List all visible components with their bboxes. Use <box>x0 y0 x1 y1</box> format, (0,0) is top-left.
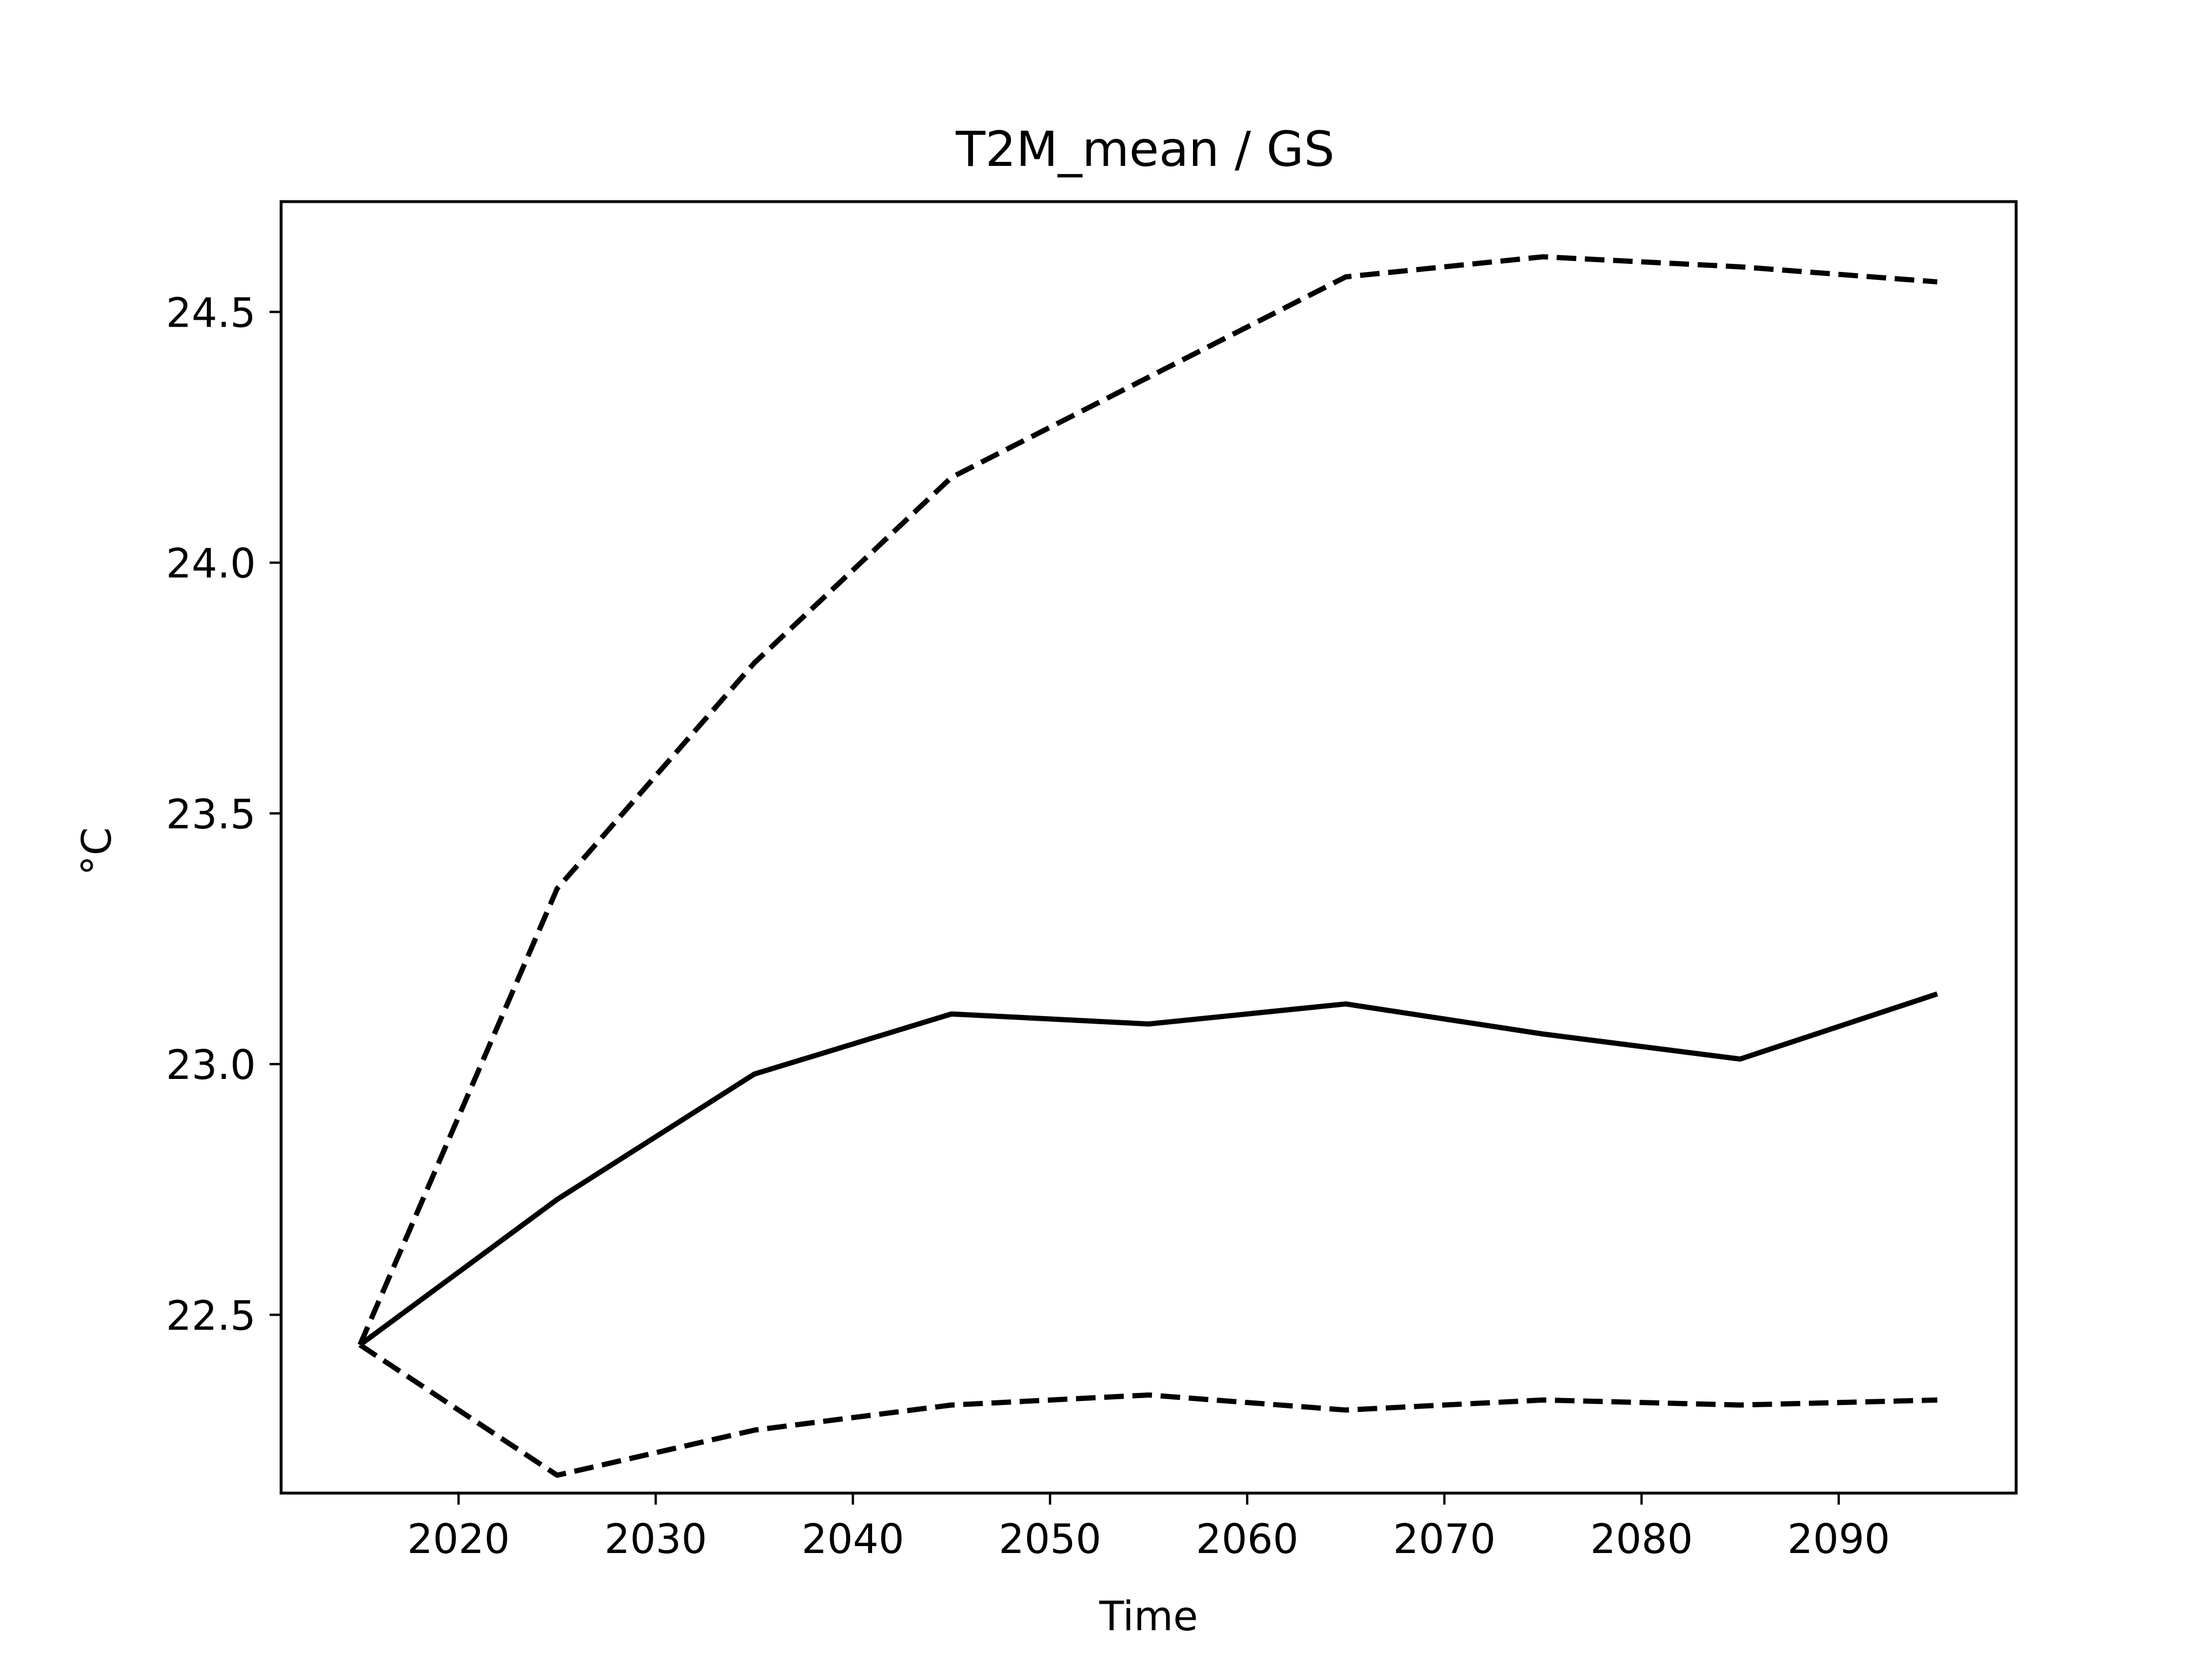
x-tick-label: 2060 <box>1196 1516 1298 1563</box>
y-axis-label: °C <box>73 827 120 876</box>
y-tick-label: 23.0 <box>166 1041 256 1089</box>
y-tick-label: 24.0 <box>166 540 256 588</box>
x-tick-label: 2090 <box>1787 1516 1890 1563</box>
y-tick-label: 24.5 <box>166 290 256 337</box>
x-tick-label: 2030 <box>604 1516 707 1563</box>
series-line-0-dashed <box>357 254 1938 1346</box>
series-line-2-dashed <box>358 1342 1938 1478</box>
x-tick-label: 2070 <box>1393 1516 1495 1563</box>
plot-area <box>357 254 1938 1478</box>
x-tick-label: 2020 <box>407 1516 510 1563</box>
y-tick-label: 22.5 <box>166 1292 256 1339</box>
x-tick-label: 2080 <box>1590 1516 1693 1563</box>
series-line-1-solid <box>358 991 1938 1347</box>
x-axis-label: Time <box>1099 1593 1198 1640</box>
x-tick-label: 2040 <box>802 1516 904 1563</box>
plot-frame <box>279 200 2018 1495</box>
x-axis: 2020 2030 2040 2050 2060 2070 2080 2090 <box>407 1493 1890 1563</box>
y-axis: 22.5 23.0 23.5 24.0 24.5 <box>166 290 281 1339</box>
x-tick-label: 2050 <box>999 1516 1101 1563</box>
chart-title: T2M_mean / GS <box>955 121 1335 177</box>
y-tick-label: 23.5 <box>166 791 256 838</box>
